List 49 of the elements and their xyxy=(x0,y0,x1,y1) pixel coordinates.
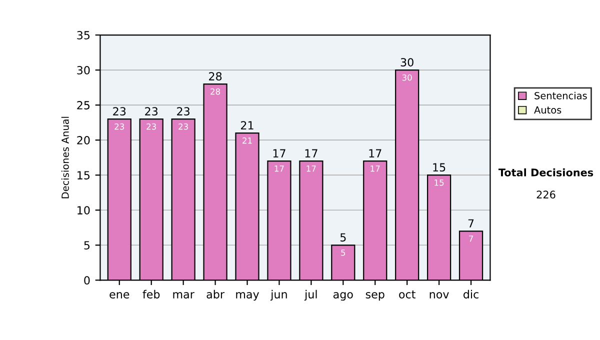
legend-label: Sentencias xyxy=(534,92,587,100)
data-label: 15 xyxy=(434,180,444,186)
data-label: 23 xyxy=(146,123,156,130)
legend-label: Autos xyxy=(534,106,562,114)
x-tick-label: ago xyxy=(333,292,353,301)
total-label: 17 xyxy=(369,149,382,158)
x-tick-label: may xyxy=(236,292,260,301)
data-label: 23 xyxy=(178,123,188,130)
data-label: 23 xyxy=(114,123,124,130)
x-tick-label: sep xyxy=(366,292,384,301)
x-tick-label: dic xyxy=(464,290,478,298)
x-tick-label: jun xyxy=(270,290,287,301)
y-tick-label: 30 xyxy=(77,66,90,74)
x-tick-label: mar xyxy=(173,292,194,298)
y-tick-label: 5 xyxy=(84,241,90,250)
total-label: 5 xyxy=(340,233,346,242)
y-tick-label: 35 xyxy=(77,30,90,40)
x-tick-label: oct xyxy=(399,290,416,298)
x-tick-label: jul xyxy=(304,290,317,301)
y-axis-title: Decisiones Anual xyxy=(61,116,69,198)
x-tick-label: abr xyxy=(206,290,224,298)
data-label: 21 xyxy=(242,137,252,144)
text: 226 xyxy=(536,190,556,199)
data-label: 28 xyxy=(210,88,220,95)
x-tick-label: ene xyxy=(110,292,130,298)
y-tick-label: 10 xyxy=(78,206,90,214)
data-label: 17 xyxy=(274,166,284,172)
data-label: 5 xyxy=(341,250,346,256)
data-label: 17 xyxy=(306,166,316,172)
y-tick-label: 15 xyxy=(78,171,90,180)
total-label: 7 xyxy=(468,219,474,228)
data-label: 7 xyxy=(469,236,473,242)
data-label: 17 xyxy=(370,166,380,172)
x-tick-label: feb xyxy=(142,290,160,298)
total-label: 23 xyxy=(177,107,190,116)
text: Total Decisiones xyxy=(498,168,594,176)
total-label: 28 xyxy=(209,72,222,80)
y-tick-label: 25 xyxy=(77,101,90,110)
total-label: 23 xyxy=(113,107,126,116)
total-label: 30 xyxy=(400,58,414,66)
y-tick-label: 20 xyxy=(77,136,90,144)
data-label: 30 xyxy=(402,74,412,81)
y-tick-label: 0 xyxy=(84,276,90,285)
total-label: 15 xyxy=(433,163,446,172)
x-tick-label: nov xyxy=(430,292,449,298)
total-label: 17 xyxy=(273,149,286,158)
total-label: 21 xyxy=(240,121,254,130)
total-label: 23 xyxy=(145,107,158,116)
total-label: 17 xyxy=(305,149,318,158)
